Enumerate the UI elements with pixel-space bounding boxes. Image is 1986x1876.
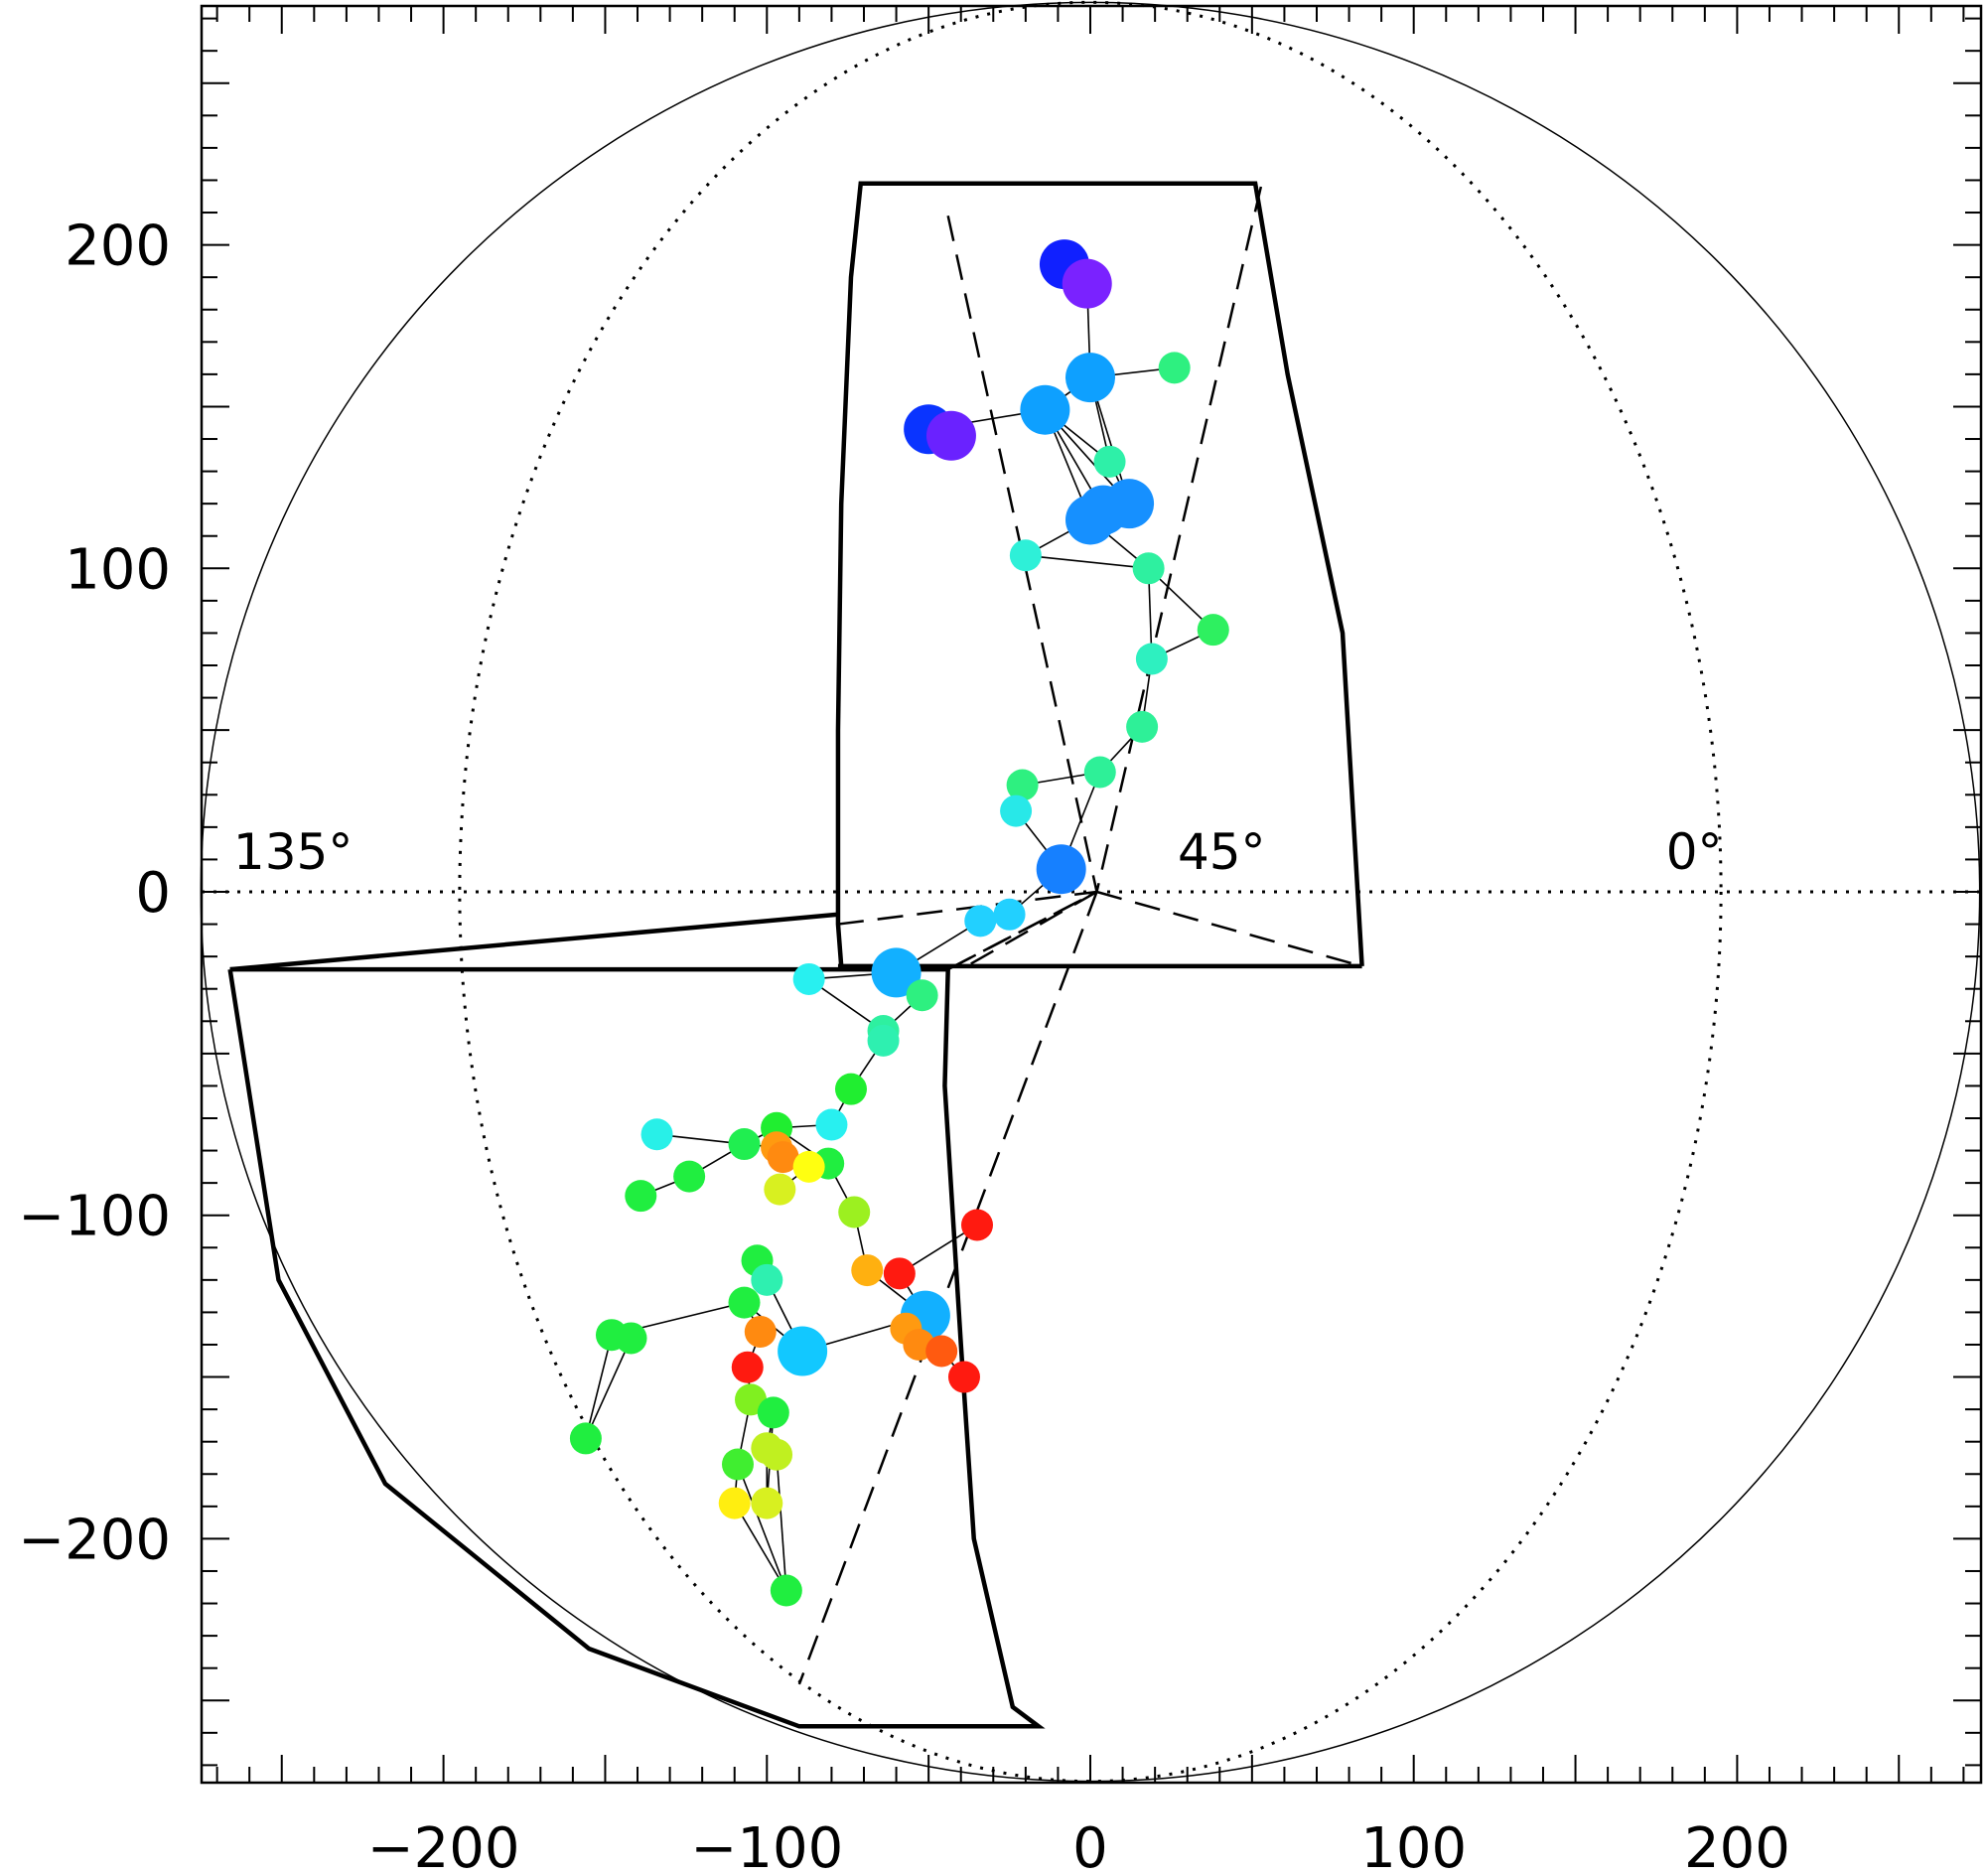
tick-labels: −200 −100 0 100 200 −200 −100 0 100 200 135° 45° 0° — [18, 215, 1790, 1876]
data-point — [615, 1322, 647, 1355]
data-point — [1062, 258, 1112, 309]
data-point — [961, 1209, 994, 1241]
x-tick-label: −100 — [690, 1816, 843, 1876]
data-point — [1197, 614, 1229, 647]
x-tick-label: 0 — [1072, 1816, 1108, 1876]
data-point — [778, 1326, 828, 1376]
data-point — [625, 1180, 657, 1213]
data-points — [569, 239, 1229, 1607]
link-line — [585, 1335, 613, 1439]
solar-disk — [200, 0, 1981, 1784]
data-point — [757, 1396, 789, 1429]
data-point — [731, 1351, 764, 1383]
data-point — [1006, 769, 1039, 801]
lower-panel-frame — [227, 966, 1046, 1729]
y-tick-label: 0 — [135, 861, 171, 926]
upper-panel-frame — [835, 181, 1364, 967]
data-point — [1036, 844, 1086, 895]
data-point — [993, 898, 1026, 931]
link-line — [776, 1454, 787, 1591]
angle-label: 135° — [233, 823, 353, 881]
dashed-projection-line — [797, 891, 1098, 1685]
data-point — [906, 979, 938, 1012]
data-point — [1093, 445, 1126, 478]
dashed-projection-line — [960, 890, 1098, 971]
data-point — [718, 1487, 751, 1519]
link-line — [737, 1464, 787, 1591]
data-point — [1083, 756, 1116, 789]
x-tick-label: 100 — [1360, 1816, 1467, 1876]
dashed-projection-line — [1096, 890, 1362, 968]
data-point — [751, 1263, 783, 1296]
dashed-projection-line — [947, 890, 1098, 971]
data-point — [834, 1073, 867, 1105]
data-point — [1000, 794, 1033, 827]
data-point — [751, 1487, 783, 1519]
data-point — [1158, 352, 1191, 384]
data-point — [761, 1438, 793, 1471]
data-point — [1065, 495, 1115, 545]
panel-frames — [227, 181, 1364, 1729]
data-point — [728, 1128, 761, 1161]
data-point — [964, 905, 997, 938]
data-point — [1135, 643, 1168, 675]
axis-ticks — [202, 6, 1981, 1783]
link-line — [1025, 554, 1149, 570]
data-point — [728, 1286, 761, 1319]
data-point — [871, 947, 922, 998]
data-point — [1020, 384, 1070, 435]
data-point — [1132, 552, 1165, 585]
data-point — [947, 1361, 980, 1393]
data-point — [838, 1196, 871, 1228]
x-tick-label: −200 — [367, 1816, 520, 1876]
y-tick-label: 100 — [65, 537, 171, 602]
data-point — [1065, 353, 1115, 403]
data-point — [851, 1254, 884, 1287]
data-point — [792, 1150, 825, 1183]
dotted-meridian-ellipse — [458, 0, 1723, 1784]
data-point — [640, 1118, 673, 1151]
y-tick-label: −100 — [18, 1185, 171, 1249]
data-point — [815, 1108, 848, 1141]
data-point — [673, 1160, 706, 1193]
y-tick-label: −200 — [18, 1508, 171, 1572]
data-point — [569, 1422, 602, 1455]
data-point — [883, 1257, 916, 1290]
data-point — [764, 1173, 796, 1206]
data-point — [925, 410, 976, 461]
data-point — [1126, 710, 1159, 743]
data-point — [925, 1335, 958, 1368]
data-point — [867, 1024, 900, 1057]
data-point — [792, 962, 825, 995]
left-wedge-edge — [229, 912, 839, 972]
data-point — [767, 1141, 799, 1174]
data-point — [1009, 539, 1042, 572]
angle-label: 0° — [1666, 823, 1723, 881]
x-tick-label: 200 — [1684, 1816, 1790, 1876]
data-point — [721, 1448, 754, 1481]
y-tick-label: 200 — [65, 215, 171, 279]
angle-label: 45° — [1178, 823, 1266, 881]
data-point — [744, 1315, 777, 1348]
link-line — [585, 1338, 633, 1439]
link-line — [734, 1503, 787, 1591]
data-point — [770, 1574, 802, 1607]
